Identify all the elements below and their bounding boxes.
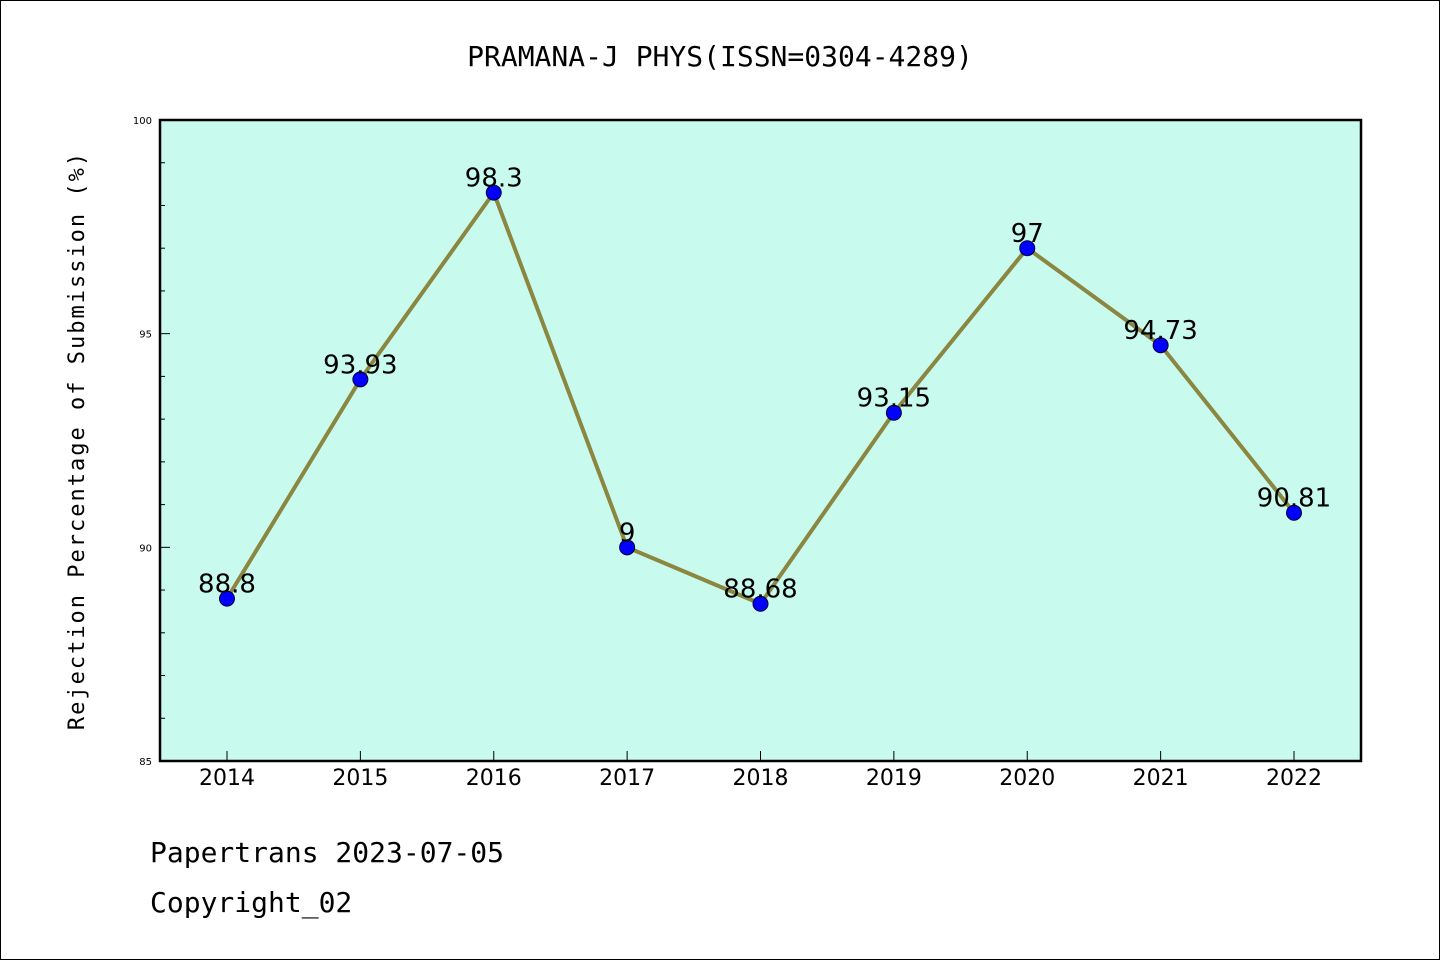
y-tick-label: 90 [139, 543, 152, 554]
y-tick-label: 85 [139, 757, 152, 768]
plot-border [158, 118, 1363, 763]
footer-copyright: Copyright_02 [150, 886, 353, 919]
data-point-marker [885, 404, 902, 421]
data-label: 88.8 [198, 570, 256, 600]
data-label: 93.93 [323, 350, 397, 380]
x-tick-label: 2022 [1266, 766, 1322, 791]
footer-date: Papertrans 2023-07-05 [150, 836, 505, 869]
data-label: 90.81 [1257, 484, 1331, 514]
data-labels-group: 88.8 93.93 98.3 9 88.68 93.15 97 94.73 90.81 [198, 164, 1331, 605]
y-tick-label: 95 [139, 330, 152, 341]
x-tick-label: 2020 [999, 766, 1055, 791]
chart-title: PRAMANA-J PHYS(ISSN=0304-4289) [467, 40, 973, 73]
data-label: 88.68 [723, 575, 797, 605]
x-axis-ticks: 2014 2015 2016 2017 2018 2019 2020 2021 2022 [199, 751, 1322, 791]
plot-area [160, 120, 1361, 761]
x-tick-label: 2016 [466, 766, 522, 791]
data-point-marker [1019, 240, 1036, 257]
x-tick-label: 2014 [199, 766, 255, 791]
data-point-marker [619, 539, 636, 556]
x-tick-label: 2015 [332, 766, 388, 791]
x-tick-label: 2018 [733, 766, 789, 791]
y-tick-label: 100 [133, 116, 152, 127]
data-point-marker [1286, 504, 1302, 521]
y-axis-label: Rejection Percentage of Submission (%) [65, 151, 90, 730]
data-point-marker [1152, 337, 1169, 354]
data-label: 93.15 [857, 384, 931, 414]
x-tick-label: 2017 [599, 766, 655, 791]
data-label: 9 [619, 518, 636, 548]
data-label: 97 [1011, 219, 1044, 249]
x-tick-label: 2019 [866, 766, 922, 791]
data-point-marker [752, 595, 769, 612]
data-label: 98.3 [465, 164, 523, 194]
data-label: 94.73 [1123, 316, 1197, 346]
markers-group [219, 184, 1302, 612]
data-point-marker [352, 371, 369, 388]
x-tick-label: 2021 [1133, 766, 1189, 791]
data-point-marker [219, 590, 235, 607]
data-point-marker [485, 184, 502, 201]
